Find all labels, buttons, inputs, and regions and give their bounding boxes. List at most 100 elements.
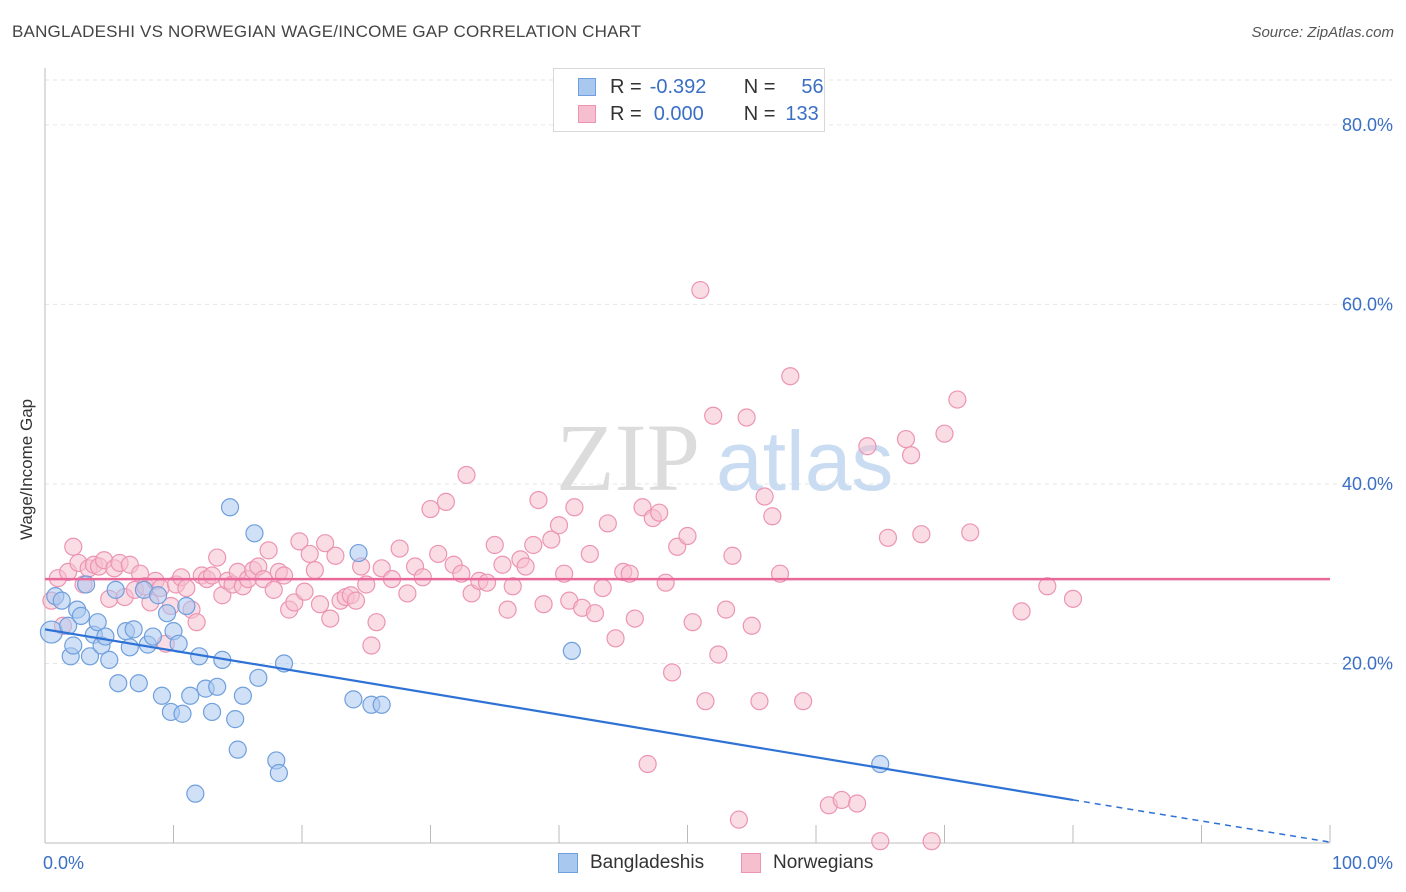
x-tick-label-min: 0.0%: [43, 853, 84, 873]
bangladeshis-point: [233, 686, 252, 705]
watermark: ZIP atlas: [556, 404, 893, 511]
bottom-legend-swatch-blue: [558, 853, 578, 873]
bangladeshis-point: [143, 627, 163, 646]
legend-r-label: R =: [610, 75, 642, 98]
norwegians-point: [421, 499, 440, 519]
bangladeshis-point: [249, 668, 268, 687]
norwegians-point: [716, 600, 736, 619]
legend-n-value: 133: [785, 102, 819, 125]
bangladeshis-point: [52, 591, 71, 610]
norwegians-point: [457, 465, 476, 485]
norwegians-point: [362, 636, 381, 655]
bangladeshis-point: [157, 604, 177, 623]
stats-legend: R = -0.392 N = 56 R = 0.000 N = 133: [553, 68, 825, 132]
legend-row-norwegians: R = 0.000 N = 133: [578, 101, 819, 127]
norwegians-point: [878, 528, 898, 547]
legend-r-label: R =: [610, 102, 642, 125]
norwegians-point: [516, 557, 535, 576]
norwegians-point: [367, 613, 386, 632]
norwegians-point: [580, 544, 599, 564]
norwegians-point: [1063, 589, 1083, 608]
bangladeshis-point: [109, 674, 128, 693]
norwegians-point: [398, 584, 417, 603]
norwegians-point: [961, 523, 980, 542]
norwegians-point: [264, 580, 283, 599]
bangladeshis-point: [208, 677, 227, 696]
bangladeshis-point: [106, 580, 125, 599]
norwegians-point: [638, 754, 657, 774]
bangladeshis-point: [148, 586, 168, 605]
norwegians-point: [208, 548, 227, 567]
bottom-legend-label-blue: Bangladeshis: [590, 852, 705, 873]
norwegians-point: [326, 546, 345, 565]
norwegians-point: [755, 487, 774, 506]
norwegians-point: [64, 537, 83, 556]
legend-r-value: 0.000: [653, 102, 704, 125]
y-tick-label: 60.0%: [1342, 294, 1393, 314]
bangladeshis-point: [152, 686, 172, 705]
bangladeshis-point: [129, 674, 148, 693]
bangladeshis-point: [124, 620, 143, 639]
norwegians-point: [871, 832, 890, 851]
bangladeshis-point: [349, 543, 368, 563]
norwegians-point: [202, 566, 222, 585]
norwegians-points: [42, 280, 1083, 851]
norwegians-point: [549, 516, 569, 535]
y-axis-label: Wage/Income Gap: [17, 398, 36, 540]
norwegians-point: [948, 390, 967, 409]
norwegians-point: [1012, 602, 1031, 621]
norwegians-point: [704, 406, 723, 425]
norwegians-point: [625, 609, 644, 628]
bangladeshis-point: [177, 596, 196, 616]
bangladeshis-point: [88, 613, 107, 632]
norwegians-point: [295, 582, 314, 601]
norwegians-point: [896, 429, 916, 449]
bangladeshis-point: [372, 695, 391, 714]
bangladeshis-point: [80, 647, 100, 666]
norwegians-point: [534, 595, 553, 614]
bangladeshis-point: [96, 627, 115, 646]
norwegians-point: [503, 577, 522, 596]
bangladeshis-point: [181, 686, 200, 705]
norwegians-point: [781, 367, 800, 386]
bangladeshis-point: [186, 784, 205, 803]
norwegians-point: [901, 446, 921, 465]
norwegians-point: [413, 568, 432, 587]
norwegians-point: [485, 535, 504, 555]
bottom-legend-bangladeshis: Bangladeshis: [558, 852, 704, 874]
norwegians-point: [321, 609, 340, 628]
legend-n-value: 56: [801, 75, 824, 98]
norwegians-point: [498, 600, 517, 619]
axes: [44, 68, 1331, 844]
bangladeshis-point: [245, 524, 264, 543]
norwegians-point: [593, 578, 612, 598]
norwegians-point: [750, 692, 769, 711]
bangladeshis-point: [344, 690, 363, 709]
norwegians-point: [274, 566, 294, 585]
bangladeshis-point: [228, 740, 247, 759]
norwegians-point: [742, 616, 761, 635]
norwegians-point: [346, 591, 366, 610]
norwegians-point: [678, 526, 697, 546]
norwegians-point: [529, 490, 548, 510]
norwegians-point: [794, 692, 813, 711]
norwegians-point: [524, 535, 543, 555]
norwegians-point: [935, 424, 954, 443]
norwegians-point: [662, 663, 682, 682]
norwegians-point: [542, 530, 561, 549]
y-tick-label: 20.0%: [1342, 653, 1393, 673]
norwegians-point: [650, 503, 669, 522]
bangladeshis-point: [100, 650, 119, 669]
bangladeshis-point: [173, 704, 192, 723]
legend-r-value: -0.392: [649, 75, 707, 98]
norwegians-point: [305, 561, 324, 580]
bottom-legend-swatch-pink: [741, 853, 761, 873]
source-label: Source: ZipAtlas.com: [1251, 24, 1394, 41]
watermark-zip: ZIP: [556, 404, 700, 511]
norwegians-point: [922, 832, 941, 851]
norwegians-point: [832, 790, 851, 810]
bottom-legend-label-pink: Norwegians: [773, 852, 874, 873]
norwegians-point: [723, 546, 742, 565]
norwegians-point: [709, 645, 728, 664]
norwegians-point: [565, 498, 584, 517]
